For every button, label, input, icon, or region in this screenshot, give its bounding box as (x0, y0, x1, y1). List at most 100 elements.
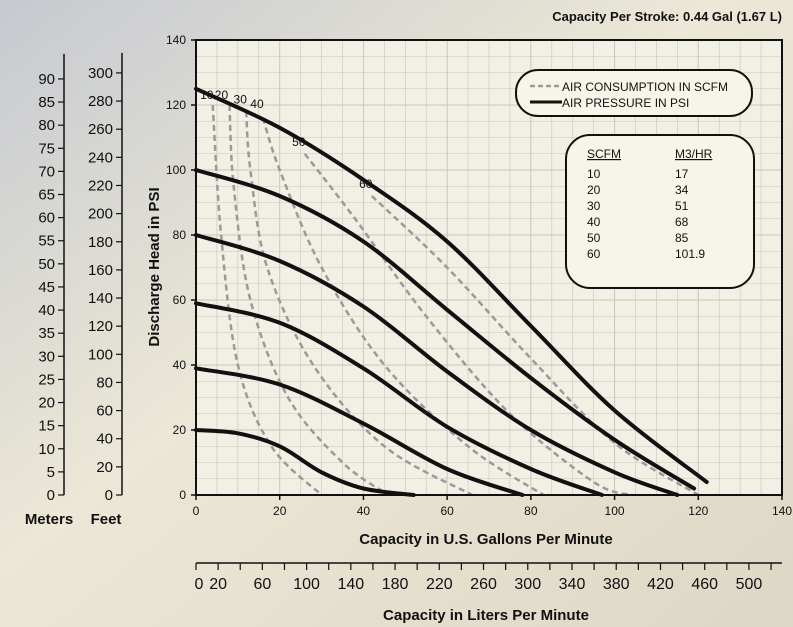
meters-tick-label: 80 (38, 117, 55, 134)
liters-tick-label: 380 (603, 576, 630, 593)
feet-tick-label: 300 (88, 65, 113, 82)
scfm-curve-50 (303, 153, 632, 497)
feet-tick-label: 220 (88, 177, 113, 194)
pressure-curve-4 (194, 301, 604, 497)
meters-tick-label: 0 (47, 487, 55, 504)
y-tick-label: 140 (166, 33, 186, 47)
feet-tick-label: 140 (88, 290, 113, 307)
y-tick-label: 60 (173, 293, 187, 307)
x-tick-label: 0 (193, 504, 200, 518)
liters-tick-label: 20 (209, 576, 227, 593)
y-tick-label: 100 (166, 163, 186, 177)
liters-axis-label: Capacity in Liters Per Minute (383, 607, 589, 624)
scfm-curve-40 (261, 117, 545, 497)
air-pressure-curves (194, 86, 709, 497)
pressure-curve-3 (194, 233, 680, 497)
scfm-curve-label: 40 (250, 97, 264, 111)
table-cell-m3hr: 68 (675, 215, 689, 229)
feet-tick-label: 200 (88, 206, 113, 223)
x-tick-label: 60 (440, 504, 454, 518)
liters-tick-label: 140 (337, 576, 364, 593)
scfm-curve-60 (370, 195, 699, 497)
meters-tick-label: 45 (38, 279, 55, 296)
scfm-conversion-table: SCFM M3/HR 10 17 20 34 30 51 40 68 50 85 60 101.9 (565, 134, 755, 289)
liters-tick-label: 0 (195, 576, 204, 593)
table-cell-m3hr: 34 (675, 183, 689, 197)
feet-tick-label: 0 (105, 487, 113, 504)
meters-tick-label: 30 (38, 348, 55, 365)
x-tick-label: 120 (688, 504, 708, 518)
x-tick-label: 40 (357, 504, 371, 518)
y-axis-label: Discharge Head in PSI (146, 187, 163, 346)
liters-tick-label: 100 (293, 576, 320, 593)
axes: 0 20 40 60 80 100 120 1400204060801001201400510… (38, 33, 792, 593)
feet-tick-label: 240 (88, 149, 113, 166)
table-cell-scfm: 60 (587, 247, 601, 261)
meters-tick-label: 70 (38, 163, 55, 180)
table-cell-scfm: 30 (587, 199, 601, 213)
stroke-capacity-header: Capacity Per Stroke: 0.44 Gal (1.67 L) (552, 9, 782, 24)
table-cell-m3hr: 101.9 (675, 247, 705, 261)
table-header-scfm: SCFM (587, 147, 621, 161)
meters-tick-label: 85 (38, 94, 55, 111)
table-cell-scfm: 10 (587, 167, 601, 181)
liters-tick-label: 460 (691, 576, 718, 593)
meters-tick-label: 40 (38, 302, 55, 319)
meters-tick-label: 90 (38, 71, 55, 88)
plot-frame (195, 39, 783, 496)
liters-tick-label: 340 (559, 576, 586, 593)
table-cell-scfm: 20 (587, 183, 601, 197)
y-tick-label: 0 (179, 488, 186, 502)
table-cell-m3hr: 51 (675, 199, 689, 213)
meters-tick-label: 10 (38, 441, 55, 458)
liters-tick-label: 300 (514, 576, 541, 593)
scfm-curve-10 (211, 104, 323, 496)
liters-tick-label: 260 (470, 576, 497, 593)
y-tick-label: 120 (166, 98, 186, 112)
pressure-curve-1 (194, 86, 709, 484)
legend-entry-air-pressure: AIR PRESSURE IN PSI (562, 96, 689, 110)
liters-tick-label: 60 (253, 576, 271, 593)
pressure-curve-2 (194, 168, 697, 491)
scfm-curve-30 (244, 111, 473, 497)
x-tick-label: 140 (772, 504, 792, 518)
liters-tick-label: 180 (382, 576, 409, 593)
meters-tick-label: 25 (38, 371, 55, 388)
pressure-curve-5 (194, 366, 525, 497)
meters-tick-label: 75 (38, 140, 55, 157)
meters-tick-label: 15 (38, 418, 55, 435)
table-cell-scfm: 50 (587, 231, 601, 245)
legend-entry-air-consumption: AIR CONSUMPTION IN SCFM (562, 80, 728, 94)
meters-tick-label: 20 (38, 395, 55, 412)
meters-tick-label: 35 (38, 325, 55, 342)
feet-tick-label: 120 (88, 318, 113, 335)
liters-tick-label: 500 (736, 576, 763, 593)
feet-tick-label: 20 (96, 459, 113, 476)
feet-axis-label: Feet (91, 511, 122, 528)
meters-tick-label: 5 (47, 464, 55, 481)
feet-tick-label: 180 (88, 234, 113, 251)
table-cell-m3hr: 17 (675, 167, 689, 181)
x-tick-label: 20 (273, 504, 287, 518)
scfm-curve-20 (228, 104, 390, 497)
liters-tick-label: 420 (647, 576, 674, 593)
feet-tick-label: 60 (96, 403, 113, 420)
meters-axis-label: Meters (25, 511, 73, 528)
meters-tick-label: 60 (38, 210, 55, 227)
x-tick-label: 100 (605, 504, 625, 518)
meters-tick-label: 50 (38, 256, 55, 273)
feet-tick-label: 40 (96, 431, 113, 448)
feet-tick-label: 100 (88, 346, 113, 363)
y-tick-label: 20 (173, 423, 187, 437)
feet-tick-label: 80 (96, 374, 113, 391)
meters-tick-label: 65 (38, 187, 55, 204)
scfm-curve-label: 30 (234, 93, 248, 107)
legend: AIR CONSUMPTION IN SCFM AIR PRESSURE IN … (515, 69, 753, 117)
y-tick-label: 80 (173, 228, 187, 242)
table-header-m3hr: M3/HR (675, 147, 713, 161)
pressure-curve-6 (194, 428, 416, 497)
feet-tick-label: 260 (88, 121, 113, 138)
feet-tick-label: 280 (88, 93, 113, 110)
